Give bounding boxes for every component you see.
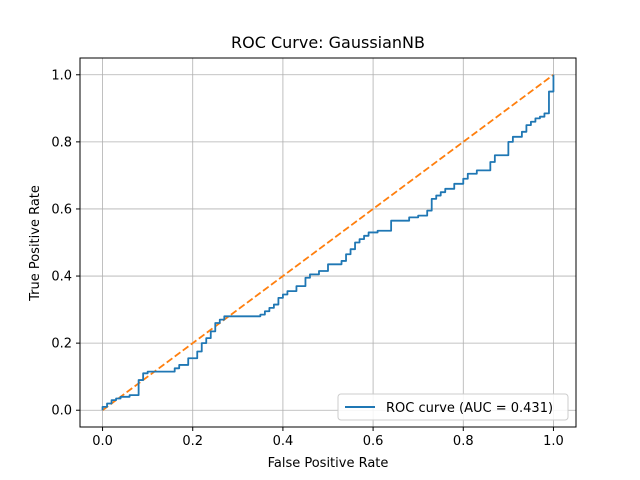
x-tick-label: 0.4 [273,434,294,449]
x-tick-label: 0.0 [92,434,113,449]
y-tick-label: 1.0 [51,68,72,83]
grid [80,58,576,427]
y-axis-label: True Positive Rate [28,185,43,302]
legend-entry-roc-curve: ROC curve (AUC = 0.431) [386,401,553,416]
y-tick-label: 0.0 [51,404,72,419]
y-tick-label: 0.6 [51,202,72,217]
legend: ROC curve (AUC = 0.431) [337,393,569,421]
y-tick-label: 0.2 [51,337,72,352]
plot-frame [79,57,577,428]
roc-curve-line [101,74,555,411]
chart-title: ROC Curve: GaussianNB [231,33,425,52]
x-tick-label: 1.0 [543,434,564,449]
legend-box [337,393,569,421]
x-tick-label: 0.8 [453,434,474,449]
chance-diagonal-line [102,74,554,411]
plot-series [101,74,555,411]
x-tick-label: 0.6 [363,434,384,449]
y-tick-label: 0.4 [51,270,72,285]
x-axis-label: False Positive Rate [268,456,389,471]
axis-ticks: 0.0 0.2 0.4 0.6 0.8 1.0 0.0 0.2 0.4 0.6 0.8 1.0 [51,68,563,449]
x-tick-label: 0.2 [182,434,203,449]
y-tick-label: 0.8 [51,135,72,150]
